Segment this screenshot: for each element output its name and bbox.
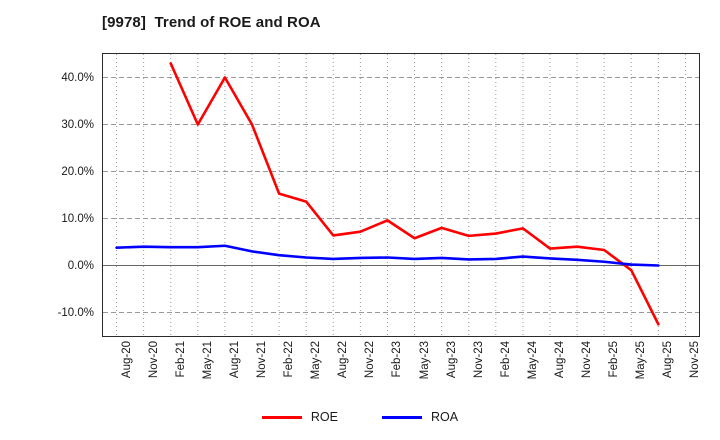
x-tick-label: Nov-23: [472, 341, 485, 379]
x-tick-label: Aug-20: [120, 341, 133, 379]
legend-swatch-roe: [261, 415, 302, 419]
chart-title: [9978] Trend of ROE and ROA: [102, 14, 321, 31]
x-axis-tick-labels: Aug-20 Nov-20 Feb-21 May-21 Aug-21 Nov-21 Feb-…: [102, 341, 702, 411]
x-tick-label: Nov-24: [581, 341, 594, 379]
x-tick-label: May-25: [635, 341, 648, 380]
x-tick-label: Aug-23: [445, 341, 458, 379]
plot-svg: [103, 54, 699, 336]
x-tick-label: Feb-25: [608, 341, 621, 378]
x-tick-label: Nov-25: [689, 341, 702, 379]
x-tick-label: Aug-24: [554, 341, 566, 379]
x-tick-label: Feb-24: [499, 341, 512, 378]
x-tick-label: Nov-22: [364, 341, 377, 379]
x-tick-label: Aug-22: [337, 341, 350, 379]
x-tick-label: Aug-25: [662, 341, 675, 379]
y-tick-label: 30.0%: [61, 118, 94, 131]
x-tick-label: May-24: [526, 341, 539, 380]
legend-entry-roe[interactable]: ROE: [261, 410, 338, 424]
x-tick-label: Aug-21: [228, 341, 241, 379]
legend-label: ROE: [310, 410, 338, 424]
y-tick-label: 10.0%: [61, 212, 94, 225]
x-tick-label: Feb-21: [174, 341, 187, 378]
series-line-roa: [115, 244, 660, 267]
y-tick-label: -10.0%: [57, 306, 94, 319]
x-tick-label: Nov-20: [147, 341, 160, 379]
x-tick-label: May-22: [310, 341, 323, 380]
y-tick-label: 20.0%: [61, 165, 94, 178]
legend-swatch-roa: [382, 415, 422, 419]
plot-area: [102, 53, 700, 337]
y-tick-label: 0.0%: [67, 259, 94, 272]
x-tick-label: May-21: [201, 341, 214, 380]
chart-legend: ROE ROA: [0, 405, 720, 429]
series-line-roe: [169, 62, 660, 326]
y-tick-label: 40.0%: [61, 71, 94, 84]
x-tick-label: May-23: [418, 341, 431, 380]
y-axis-tick-labels: 40.0% 30.0% 20.0% 10.0% 0.0% -10.0%: [0, 53, 94, 337]
x-tick-label: Feb-22: [283, 341, 296, 378]
legend-entry-roa[interactable]: ROA: [382, 410, 458, 424]
x-tick-label: Feb-23: [391, 341, 404, 378]
x-tick-label: Nov-21: [256, 341, 268, 379]
legend-label: ROA: [431, 410, 459, 424]
